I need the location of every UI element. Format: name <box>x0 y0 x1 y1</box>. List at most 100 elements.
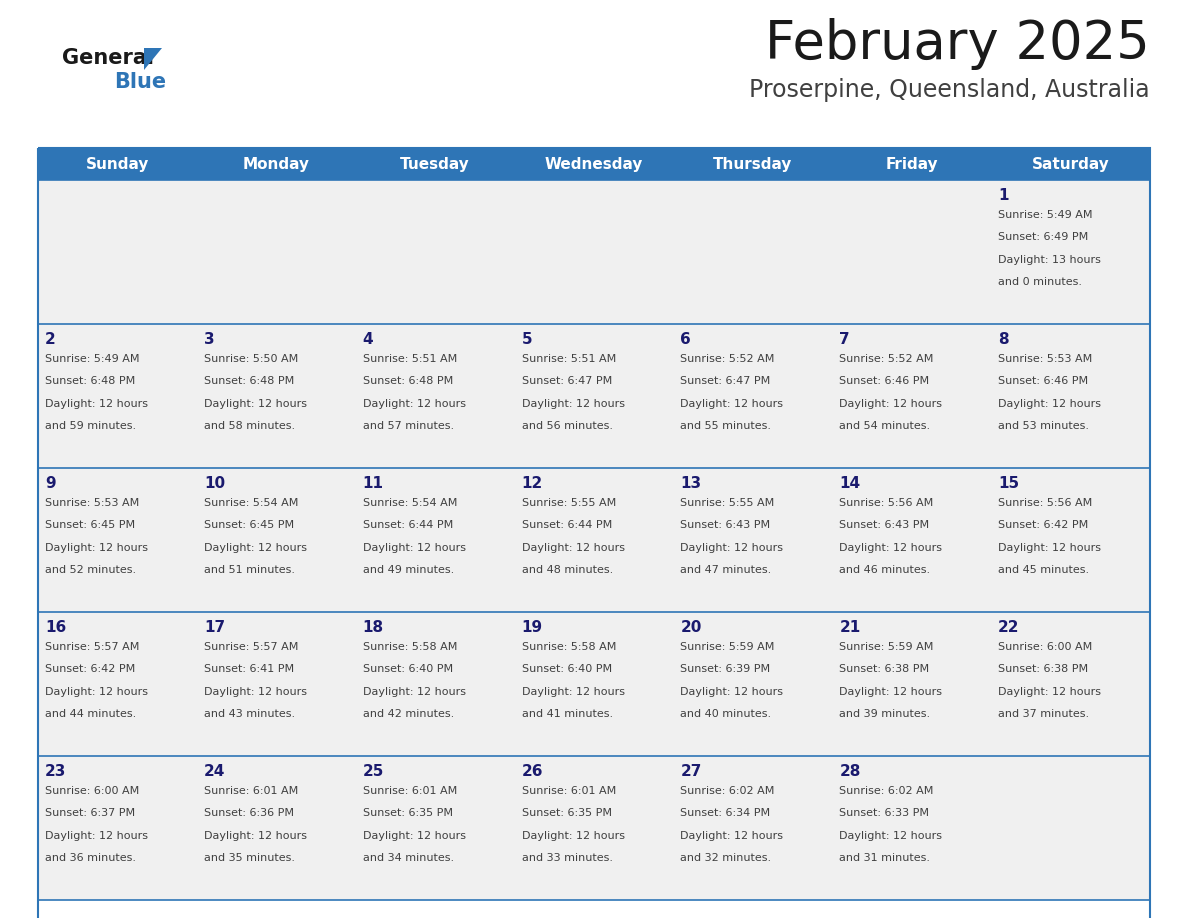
Text: Sunset: 6:43 PM: Sunset: 6:43 PM <box>839 521 929 531</box>
Text: Sunrise: 5:49 AM: Sunrise: 5:49 AM <box>998 210 1093 220</box>
Bar <box>674 324 833 468</box>
Text: and 54 minutes.: and 54 minutes. <box>839 421 930 431</box>
Text: Daylight: 12 hours: Daylight: 12 hours <box>522 687 625 697</box>
Text: Sunrise: 5:59 AM: Sunrise: 5:59 AM <box>681 642 775 652</box>
Text: 3: 3 <box>204 332 215 347</box>
Text: Sunset: 6:43 PM: Sunset: 6:43 PM <box>681 521 771 531</box>
Text: Sunrise: 5:56 AM: Sunrise: 5:56 AM <box>998 498 1093 508</box>
Text: Sunrise: 5:54 AM: Sunrise: 5:54 AM <box>204 498 298 508</box>
Text: Daylight: 12 hours: Daylight: 12 hours <box>204 398 307 409</box>
Bar <box>355 756 514 900</box>
Text: Sunrise: 5:59 AM: Sunrise: 5:59 AM <box>839 642 934 652</box>
Text: Daylight: 12 hours: Daylight: 12 hours <box>204 831 307 841</box>
Text: Sunrise: 5:52 AM: Sunrise: 5:52 AM <box>839 354 934 364</box>
Text: Sunset: 6:48 PM: Sunset: 6:48 PM <box>362 376 453 386</box>
Text: Sunset: 6:47 PM: Sunset: 6:47 PM <box>522 376 612 386</box>
Text: Sunset: 6:35 PM: Sunset: 6:35 PM <box>362 809 453 818</box>
Text: 20: 20 <box>681 620 702 635</box>
Bar <box>197 468 355 612</box>
Text: 12: 12 <box>522 476 543 491</box>
Text: 23: 23 <box>45 764 67 779</box>
Bar <box>514 756 674 900</box>
Text: Sunrise: 5:54 AM: Sunrise: 5:54 AM <box>362 498 457 508</box>
Bar <box>674 468 833 612</box>
Text: Daylight: 13 hours: Daylight: 13 hours <box>998 254 1101 264</box>
Text: Sunset: 6:35 PM: Sunset: 6:35 PM <box>522 809 612 818</box>
Text: Daylight: 12 hours: Daylight: 12 hours <box>839 543 942 553</box>
Bar <box>674 756 833 900</box>
Bar <box>38 468 197 612</box>
Bar <box>514 324 674 468</box>
Bar <box>991 180 1150 324</box>
Bar <box>674 148 833 180</box>
Text: Sunrise: 5:58 AM: Sunrise: 5:58 AM <box>362 642 457 652</box>
Text: Sunrise: 6:00 AM: Sunrise: 6:00 AM <box>998 642 1093 652</box>
Text: Daylight: 12 hours: Daylight: 12 hours <box>362 398 466 409</box>
Text: Sunrise: 6:01 AM: Sunrise: 6:01 AM <box>204 786 298 796</box>
Bar <box>197 756 355 900</box>
Text: Daylight: 12 hours: Daylight: 12 hours <box>45 543 148 553</box>
Text: 11: 11 <box>362 476 384 491</box>
Text: Daylight: 12 hours: Daylight: 12 hours <box>839 831 942 841</box>
Bar <box>991 612 1150 756</box>
Text: Daylight: 12 hours: Daylight: 12 hours <box>522 543 625 553</box>
Text: Sunset: 6:45 PM: Sunset: 6:45 PM <box>204 521 293 531</box>
Text: and 43 minutes.: and 43 minutes. <box>204 709 295 719</box>
Text: and 47 minutes.: and 47 minutes. <box>681 565 772 575</box>
Text: and 42 minutes.: and 42 minutes. <box>362 709 454 719</box>
Bar <box>833 612 991 756</box>
Text: Sunrise: 6:02 AM: Sunrise: 6:02 AM <box>839 786 934 796</box>
Text: Sunrise: 5:58 AM: Sunrise: 5:58 AM <box>522 642 615 652</box>
Text: Sunrise: 5:57 AM: Sunrise: 5:57 AM <box>204 642 298 652</box>
Text: Daylight: 12 hours: Daylight: 12 hours <box>681 398 783 409</box>
Text: 28: 28 <box>839 764 860 779</box>
Text: and 0 minutes.: and 0 minutes. <box>998 277 1082 287</box>
Bar <box>38 148 1150 918</box>
Text: 4: 4 <box>362 332 373 347</box>
Bar <box>514 180 674 324</box>
Text: 22: 22 <box>998 620 1019 635</box>
Text: Sunrise: 5:50 AM: Sunrise: 5:50 AM <box>204 354 298 364</box>
Bar <box>514 148 674 180</box>
Text: Sunset: 6:40 PM: Sunset: 6:40 PM <box>522 665 612 675</box>
Text: Daylight: 12 hours: Daylight: 12 hours <box>681 687 783 697</box>
Text: Daylight: 12 hours: Daylight: 12 hours <box>204 687 307 697</box>
Text: Daylight: 12 hours: Daylight: 12 hours <box>45 687 148 697</box>
Bar <box>514 612 674 756</box>
Text: Sunrise: 5:55 AM: Sunrise: 5:55 AM <box>681 498 775 508</box>
Text: Sunset: 6:38 PM: Sunset: 6:38 PM <box>839 665 929 675</box>
Text: Daylight: 12 hours: Daylight: 12 hours <box>522 398 625 409</box>
Text: Sunset: 6:48 PM: Sunset: 6:48 PM <box>204 376 295 386</box>
Bar <box>197 612 355 756</box>
Text: Sunset: 6:42 PM: Sunset: 6:42 PM <box>998 521 1088 531</box>
Text: 10: 10 <box>204 476 225 491</box>
Bar <box>197 148 355 180</box>
Text: General: General <box>62 48 154 68</box>
Bar <box>991 756 1150 900</box>
Text: Daylight: 12 hours: Daylight: 12 hours <box>362 831 466 841</box>
Text: Sunrise: 6:00 AM: Sunrise: 6:00 AM <box>45 786 139 796</box>
Text: 15: 15 <box>998 476 1019 491</box>
Text: Sunset: 6:46 PM: Sunset: 6:46 PM <box>839 376 929 386</box>
Text: and 59 minutes.: and 59 minutes. <box>45 421 137 431</box>
Text: and 37 minutes.: and 37 minutes. <box>998 709 1089 719</box>
Text: Sunset: 6:48 PM: Sunset: 6:48 PM <box>45 376 135 386</box>
Text: 13: 13 <box>681 476 702 491</box>
Text: and 48 minutes.: and 48 minutes. <box>522 565 613 575</box>
Text: Daylight: 12 hours: Daylight: 12 hours <box>998 398 1101 409</box>
Text: Daylight: 12 hours: Daylight: 12 hours <box>204 543 307 553</box>
Text: and 32 minutes.: and 32 minutes. <box>681 853 771 863</box>
Text: 26: 26 <box>522 764 543 779</box>
Bar <box>197 324 355 468</box>
Text: and 33 minutes.: and 33 minutes. <box>522 853 613 863</box>
Text: and 52 minutes.: and 52 minutes. <box>45 565 137 575</box>
Text: Wednesday: Wednesday <box>545 156 643 172</box>
Text: 16: 16 <box>45 620 67 635</box>
Text: Thursday: Thursday <box>713 156 792 172</box>
Text: Daylight: 12 hours: Daylight: 12 hours <box>998 687 1101 697</box>
Text: Sunset: 6:39 PM: Sunset: 6:39 PM <box>681 665 771 675</box>
Text: 18: 18 <box>362 620 384 635</box>
Text: Daylight: 12 hours: Daylight: 12 hours <box>839 398 942 409</box>
Text: Sunrise: 5:53 AM: Sunrise: 5:53 AM <box>998 354 1093 364</box>
Text: Sunrise: 5:55 AM: Sunrise: 5:55 AM <box>522 498 615 508</box>
